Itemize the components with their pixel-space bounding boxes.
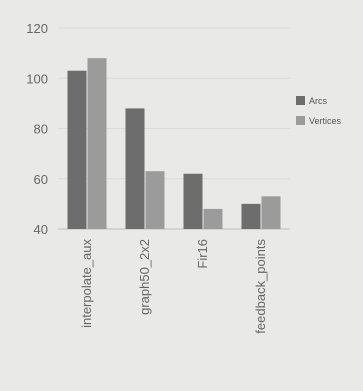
bar-vertices-0 (87, 58, 107, 230)
legend: Arcs Vertices (296, 96, 342, 126)
bar-arcs-3 (241, 203, 261, 229)
legend-label-vertices: Vertices (309, 116, 342, 126)
bar-vertices-2 (203, 208, 223, 229)
x-axis-ticks: interpolate_aux graph50_2x2 Fir16 feedback_… (79, 239, 268, 334)
legend-swatch-vertices (296, 116, 305, 125)
legend-swatch-arcs (296, 96, 305, 105)
y-tick-label: 60 (34, 172, 48, 187)
x-tick-label: feedback_points (253, 239, 268, 334)
x-tick-label: Fir16 (195, 239, 210, 269)
bar-vertices-1 (145, 171, 165, 229)
bar-vertices-3 (261, 196, 281, 229)
y-tick-label: 40 (34, 222, 48, 237)
y-axis-ticks: 40 60 80 100 120 (26, 21, 48, 237)
x-tick-label: graph50_2x2 (137, 239, 152, 315)
y-tick-label: 80 (34, 122, 48, 137)
y-tick-label: 120 (26, 21, 48, 36)
x-tick-label: interpolate_aux (79, 239, 94, 328)
bar-arcs-1 (125, 108, 145, 229)
bar-arcs-2 (183, 173, 203, 229)
y-tick-label: 100 (26, 71, 48, 86)
legend-label-arcs: Arcs (309, 96, 328, 106)
bars (67, 58, 281, 230)
bar-arcs-0 (67, 70, 87, 230)
